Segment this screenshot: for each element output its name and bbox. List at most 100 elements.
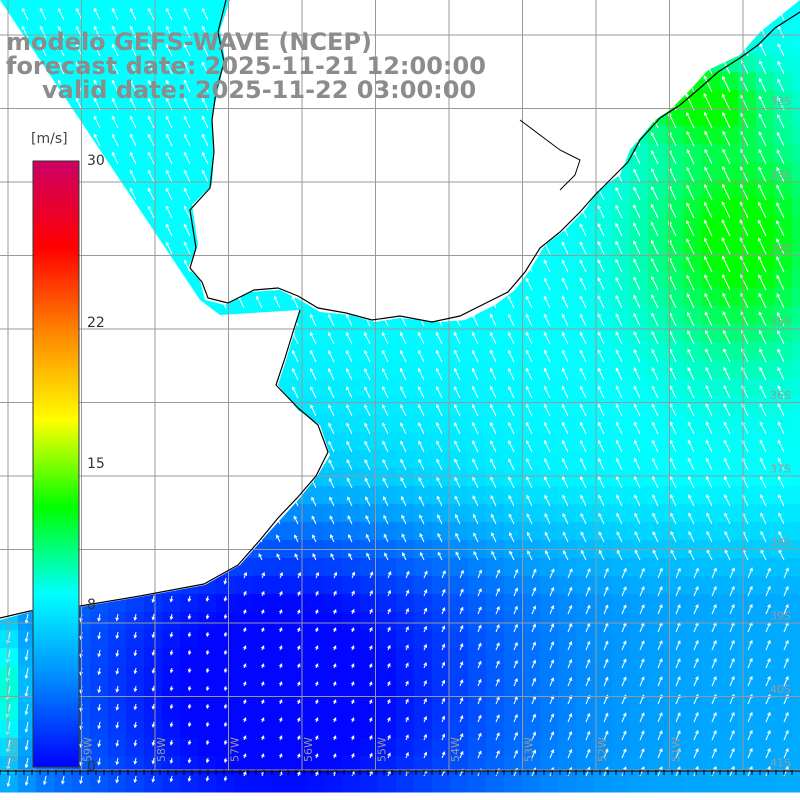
latitude-label: 39S [770,610,791,623]
field-cell [792,90,800,109]
wind-arrow [129,188,137,201]
wind-arrow-head [382,367,386,372]
field-cell [90,648,109,667]
field-cell [126,72,145,91]
field-cell [720,216,739,235]
wind-arrow [330,553,335,561]
field-cell [468,666,487,685]
wind-arrow [490,477,497,489]
field-cell [594,414,613,433]
wind-arrow-head [579,313,584,318]
wind-arrow-head [740,166,744,171]
field-cell [126,630,145,649]
wind-arrow [531,569,537,579]
field-cell [90,54,109,73]
wind-arrow-head [579,439,584,444]
field-cell [324,576,343,595]
field-cell [684,522,703,541]
wind-arrow-head [670,530,674,535]
wind-arrow-head [597,277,602,282]
wind-arrow [686,257,695,273]
field-cell [414,774,433,793]
wind-arrow-head [633,421,638,426]
latitude-label: 38S [770,536,791,549]
wind-arrow [603,713,609,723]
wind-arrow [147,26,155,39]
wind-arrow-head [550,713,555,718]
field-cell [702,702,721,721]
wind-arrow-head [659,585,663,590]
wind-arrow [567,605,572,615]
wind-arrow [616,422,623,435]
wind-arrow [472,440,479,453]
wind-arrow [477,679,482,687]
field-cell [666,270,685,289]
field-cell [90,126,109,145]
wind-arrow-head [706,549,711,554]
field-cell [486,486,505,505]
wind-arrow-head [579,277,584,282]
field-cell [198,54,217,73]
wind-arrow-head [435,331,440,336]
wind-arrow [495,588,500,597]
wind-arrow-head [514,749,518,754]
wind-arrow-head [615,168,619,173]
wind-arrow [57,80,65,93]
wind-arrow [477,661,482,669]
field-cell [180,162,199,181]
wind-arrow-head [598,494,602,499]
wind-arrow-head [508,513,513,518]
wind-arrow-head [314,663,319,668]
field-cell [648,288,667,307]
wind-arrow-head [616,512,620,517]
field-cell [558,468,577,487]
field-cell [738,108,757,127]
wind-arrow [722,293,731,309]
wind-arrow-head [310,367,314,372]
wind-arrow-head [550,749,555,754]
field-cell [126,738,145,757]
wind-arrow [729,604,735,615]
wind-arrow [783,622,789,633]
field-cell [216,630,235,649]
wind-arrow-head [477,678,482,683]
field-cell [450,666,469,685]
wind-arrow [346,404,353,417]
wind-arrow-head [615,457,620,462]
field-cell [504,702,523,721]
wind-arrow-head [201,43,206,48]
wind-arrow [634,531,641,543]
wind-arrow [657,712,663,723]
wind-arrow-head [219,295,224,300]
wind-arrow-head [151,742,156,747]
wind-arrow-head [713,729,717,734]
field-cell [504,720,523,739]
wind-arrow-head [704,292,708,297]
wind-arrow-head [260,645,265,650]
wind-arrow [759,349,767,363]
wind-arrow-head [703,219,708,224]
field-cell [666,576,685,595]
wind-arrow-head [514,641,518,646]
field-cell [774,774,793,793]
wind-arrow-head [759,42,763,47]
field-cell [576,702,595,721]
field-cell [144,90,163,109]
field-cell [540,702,559,721]
wind-arrow [657,658,663,669]
field-cell [738,756,757,775]
field-cell [450,342,469,361]
wind-arrow-head [545,550,549,555]
wind-arrow-head [706,494,710,499]
wind-arrow-head [441,697,446,702]
wind-arrow-head [183,43,188,48]
wind-arrow [621,659,627,669]
wind-arrow [477,588,482,597]
wind-arrow [346,350,353,363]
wind-arrow-head [507,349,512,354]
wind-arrow [657,568,663,579]
wind-arrow-head [260,753,265,758]
wind-arrow-head [496,660,500,665]
wind-arrow [441,607,445,615]
wind-arrow [294,534,299,543]
